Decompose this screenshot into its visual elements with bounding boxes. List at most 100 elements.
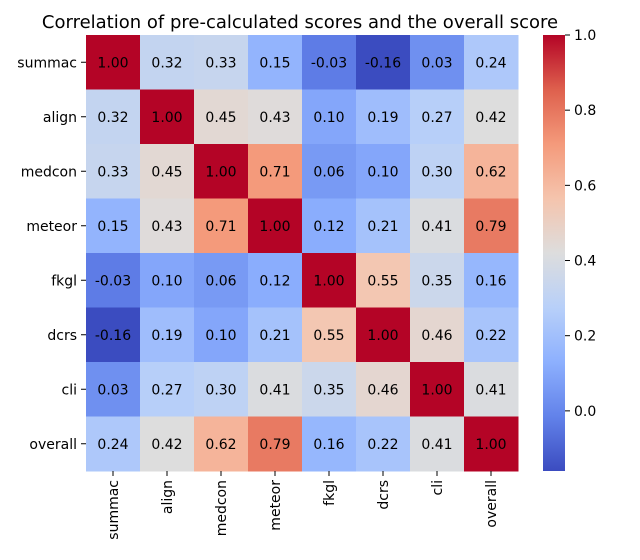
cell-value-label: 0.79 [259, 437, 290, 453]
heatmap-cell-fkgl-dcrs [356, 253, 411, 308]
cell-value-label: 0.24 [475, 55, 506, 71]
cell-value-label: 0.42 [475, 110, 506, 126]
heatmap-cell-cli-overall [464, 362, 519, 417]
heatmap-cell-meteor-overall [464, 198, 519, 254]
heatmap-cells [86, 35, 519, 472]
cell-value-label: 0.43 [151, 219, 182, 235]
heatmap-cell-summac-dcrs [356, 35, 411, 90]
heatmap-cell-overall-dcrs [356, 416, 411, 472]
heatmap-cell-cli-medcon [194, 362, 249, 417]
cell-value-label: 0.24 [97, 437, 128, 453]
cell-value-label: 0.06 [205, 273, 236, 289]
row-label-cli: cli [62, 382, 77, 398]
cell-value-label: 0.32 [97, 110, 128, 126]
heatmap-cell-overall-cli [410, 416, 465, 472]
cell-value-label: 0.03 [421, 55, 452, 71]
heatmap-cell-meteor-cli [410, 198, 465, 254]
heatmap-cell-summac-fkgl [302, 35, 357, 90]
heatmap-cell-summac-overall [464, 35, 519, 90]
heatmap-cell-dcrs-medcon [194, 307, 249, 363]
heatmap-cell-overall-overall [464, 416, 519, 472]
heatmap-cell-align-summac [86, 89, 141, 145]
heatmap-cell-medcon-align [140, 144, 195, 199]
row-label-medcon: medcon [21, 164, 77, 180]
heatmap-cell-fkgl-fkgl [302, 253, 357, 308]
heatmap-cell-cli-dcrs [356, 362, 411, 417]
row-label-summac: summac [17, 55, 77, 71]
cell-value-label: 0.06 [313, 164, 344, 180]
cell-value-label: 0.30 [205, 382, 236, 398]
heatmap-cell-overall-medcon [194, 416, 249, 472]
heatmap-cell-summac-medcon [194, 35, 249, 90]
heatmap-cell-align-meteor [248, 89, 303, 145]
column-label-summac: summac [106, 480, 122, 540]
heatmap-cell-meteor-dcrs [356, 198, 411, 254]
heatmap-cell-fkgl-meteor [248, 253, 303, 308]
heatmap-cell-medcon-medcon [194, 144, 249, 199]
row-label-align: align [43, 110, 77, 126]
cell-value-label: 1.00 [151, 110, 182, 126]
cell-value-label: 0.41 [421, 437, 452, 453]
cell-value-label: 0.30 [421, 164, 452, 180]
cell-value-label: 0.12 [259, 273, 290, 289]
cell-value-label: -0.16 [365, 55, 401, 71]
cell-value-label: 0.45 [205, 110, 236, 126]
cell-value-label: 1.00 [367, 328, 398, 344]
cell-value-label: 1.00 [313, 273, 344, 289]
cell-value-label: 1.00 [421, 382, 452, 398]
heatmap-cell-dcrs-align [140, 307, 195, 363]
heatmap-cell-overall-align [140, 416, 195, 472]
colorbar-tick-label: 1.0 [574, 28, 596, 44]
heatmap-cell-summac-align [140, 35, 195, 90]
cell-value-label: 0.16 [313, 437, 344, 453]
cell-value-label: 0.55 [367, 273, 398, 289]
cell-value-label: 0.21 [259, 328, 290, 344]
cell-value-label: 0.15 [259, 55, 290, 71]
row-labels: summac align medcon meteor fkgl dcrs cli overal… [17, 55, 86, 453]
cell-value-label: 0.33 [97, 164, 128, 180]
cell-value-label: 0.15 [97, 219, 128, 235]
cell-value-label: 0.35 [313, 382, 344, 398]
colorbar-tick-label: 0.2 [574, 329, 596, 345]
cell-value-label: 0.35 [421, 273, 452, 289]
heatmap-cell-align-dcrs [356, 89, 411, 145]
column-labels: summac align medcon meteor fkgl dcrs cli overal… [106, 471, 500, 540]
cell-value-label: 0.19 [367, 110, 398, 126]
heatmap-cell-medcon-meteor [248, 144, 303, 199]
column-label-medcon: medcon [214, 480, 230, 536]
column-label-cli: cli [430, 480, 446, 495]
row-label-fkgl: fkgl [51, 273, 77, 289]
colorbar-tick-label: 0.6 [574, 178, 596, 194]
cell-value-label: 1.00 [475, 437, 506, 453]
heatmap-cell-dcrs-overall [464, 307, 519, 363]
heatmap-cell-fkgl-medcon [194, 253, 249, 308]
cell-value-label: 0.55 [313, 328, 344, 344]
cell-value-label: 1.00 [205, 164, 236, 180]
heatmap-cell-cli-meteor [248, 362, 303, 417]
heatmap-cell-medcon-summac [86, 144, 141, 199]
cell-value-label: 0.41 [475, 382, 506, 398]
heatmap-cell-medcon-overall [464, 144, 519, 199]
cell-value-label: 0.46 [367, 382, 398, 398]
column-label-align: align [160, 480, 176, 514]
column-label-overall: overall [484, 480, 500, 528]
chart-title: Correlation of pre-calculated scores and… [42, 12, 558, 33]
row-label-meteor: meteor [26, 219, 77, 235]
heatmap-cell-summac-meteor [248, 35, 303, 90]
colorbar-tick-label: 0.4 [574, 254, 596, 270]
column-label-dcrs: dcrs [376, 480, 392, 510]
cell-value-label: 0.79 [475, 219, 506, 235]
cell-value-label: 0.10 [313, 110, 344, 126]
column-label-meteor: meteor [268, 480, 284, 531]
cell-value-label: 0.12 [313, 219, 344, 235]
cell-value-label: 0.43 [259, 110, 290, 126]
heatmap-cell-medcon-cli [410, 144, 465, 199]
cell-value-label: 0.27 [421, 110, 452, 126]
heatmap-cell-summac-cli [410, 35, 465, 90]
heatmap-cell-labels: 1.00 0.32 0.33 0.15 -0.03 -0.16 0.03 0.24 0.32 1.… [95, 55, 507, 453]
cell-value-label: 0.45 [151, 164, 182, 180]
cell-value-label: 0.10 [205, 328, 236, 344]
cell-value-label: 0.10 [367, 164, 398, 180]
cell-value-label: 0.21 [367, 219, 398, 235]
colorbar [543, 35, 565, 471]
